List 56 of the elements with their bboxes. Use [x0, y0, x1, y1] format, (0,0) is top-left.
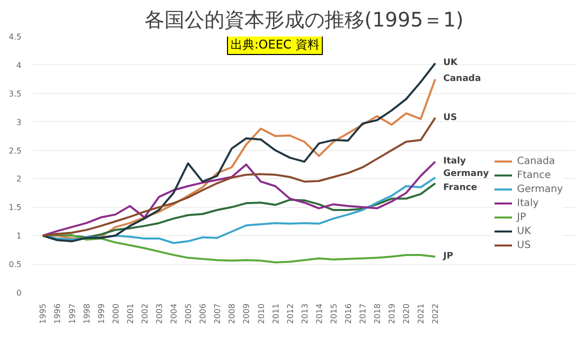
- x-tick-label: 1995: [38, 304, 48, 324]
- y-tick-label: 0: [16, 288, 22, 298]
- x-tick-label: 2018: [373, 304, 382, 324]
- x-tick-label: 2002: [140, 304, 150, 324]
- annotation: US: [443, 112, 458, 123]
- y-tick-label: 0.5: [8, 260, 22, 270]
- x-tick-label: 1998: [82, 304, 92, 324]
- y-tick-label: 2: [16, 174, 22, 184]
- legend-label: Canada: [517, 156, 556, 166]
- annotation: Canada: [443, 74, 481, 84]
- y-tick-label: 4.5: [8, 32, 22, 42]
- chart-title: 各国公的資本形成の推移(1995＝1): [144, 8, 464, 32]
- x-tick-label: 1999: [96, 304, 106, 324]
- x-tick-label: 2010: [256, 304, 266, 324]
- y-tick-label: 4: [16, 60, 22, 70]
- x-tick-label: 2009: [242, 304, 252, 324]
- legend-label: JP: [517, 212, 527, 222]
- x-tick-label: 2008: [228, 304, 237, 324]
- x-tick-label: 2020: [402, 304, 412, 324]
- legend-label: Italy: [517, 198, 539, 208]
- annotation: Germany: [443, 169, 490, 180]
- x-tick-label: 2011: [271, 304, 280, 324]
- y-tick-label: 1: [16, 232, 22, 241]
- x-tick-label: 2004: [170, 304, 179, 324]
- x-tick-label: 2019: [388, 304, 397, 324]
- x-tick-label: 2012: [286, 304, 295, 324]
- line-series: [42, 160, 436, 237]
- annotation: UK: [443, 58, 459, 68]
- legend-label: UK: [517, 226, 532, 236]
- annotation: JP: [442, 252, 454, 262]
- y-tick-label: 3.5: [8, 89, 22, 98]
- x-tick-label: 2001: [126, 304, 135, 324]
- x-tick-label: 2017: [358, 304, 368, 324]
- x-tick-label: 2022: [431, 304, 440, 324]
- line-series: [42, 116, 436, 237]
- legend-label: Germany: [517, 184, 563, 194]
- annotation: 出典:OEEC 資料: [230, 38, 320, 52]
- x-tick-label: 1996: [53, 304, 62, 324]
- annotation: Italy: [443, 156, 466, 167]
- x-tick-label: 2013: [300, 304, 310, 324]
- x-tick-label: 2007: [213, 304, 222, 324]
- x-tick-label: 2021: [416, 304, 426, 324]
- x-tick-label: 1997: [68, 304, 77, 324]
- annotation: France: [443, 182, 478, 193]
- x-tick-label: 2016: [344, 304, 353, 324]
- x-tick-label: 2006: [198, 304, 208, 324]
- legend-label: US: [517, 240, 532, 250]
- x-tick-label: 2005: [184, 304, 194, 324]
- x-tick-label: 2000: [111, 304, 120, 324]
- y-tick-label: 1.5: [8, 203, 22, 212]
- x-tick-label: 2014: [314, 304, 324, 324]
- legend-label: Ftance: [517, 170, 551, 180]
- y-tick-label: 2.5: [8, 146, 22, 156]
- x-tick-label: 2015: [329, 304, 338, 324]
- y-tick-label: 3: [16, 118, 22, 127]
- x-tick-label: 2003: [154, 304, 164, 324]
